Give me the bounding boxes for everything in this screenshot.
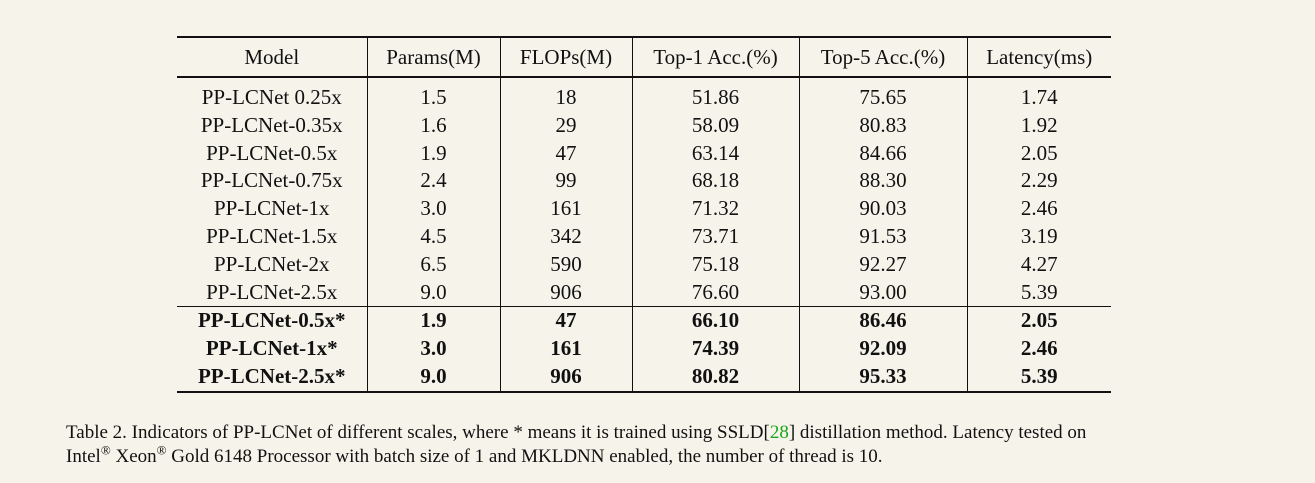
cell-flops: 29: [500, 111, 633, 140]
cell-latency: 5.39: [1020, 363, 1058, 388]
results-table-container: Model Params(M) FLOPs(M) Top-1 Acc.(%) T…: [177, 36, 1111, 393]
cell-model: PP-LCNet-2.5x*: [177, 362, 368, 392]
header-model: Model: [177, 37, 368, 77]
registered-mark: ®: [156, 442, 167, 458]
cell-top5: 75.65: [799, 77, 968, 112]
cell-flops: 906: [500, 278, 633, 307]
table-row: PP-LCNet-0.5x* 1.9 47 66.10 86.46 2.05: [177, 306, 1111, 336]
cell-top1: 74.39: [632, 335, 800, 363]
cell-flops: 47: [500, 139, 633, 168]
cell-params: 1.9: [367, 139, 501, 168]
table-body-ssld: PP-LCNet-0.5x* 1.9 47 66.10 86.46 2.05 PP-LCNe…: [177, 306, 1111, 392]
cell-top1: 73.71: [632, 222, 800, 251]
cell-flops: 18: [500, 77, 633, 112]
cell-latency: 2.05: [1020, 140, 1058, 165]
table-row: PP-LCNet-1x 3.0 161 71.32 90.03 2.46: [177, 195, 1111, 223]
cell-flops: 99: [500, 167, 633, 196]
cell-params: 9.0: [367, 362, 501, 392]
cell-latency: 2.46: [1020, 196, 1058, 221]
cell-latency: 5.39: [1020, 279, 1058, 304]
cell-top1: 68.18: [632, 167, 800, 196]
caption-text-5: Gold 6148 Processor with batch size of 1…: [166, 446, 883, 467]
cell-top1: 75.18: [632, 250, 800, 279]
cell-top5: 84.66: [799, 139, 968, 168]
cell-top1: 58.09: [632, 111, 800, 140]
table-body: PP-LCNet 0.25x 1.5 18 51.86 75.65 1.74 PP-LCNe…: [177, 77, 1111, 307]
cell-model: PP-LCNet-0.75x: [177, 167, 368, 196]
cell-top5: 91.53: [799, 222, 968, 251]
results-table: Model Params(M) FLOPs(M) Top-1 Acc.(%) T…: [177, 36, 1111, 393]
table-row: PP-LCNet-0.35x 1.6 29 58.09 80.83 1.92: [177, 111, 1111, 140]
cell-latency: 3.19: [1020, 223, 1058, 248]
cell-params: 1.9: [367, 306, 501, 336]
cell-params: 1.5: [367, 77, 501, 112]
cell-top5: 80.83: [799, 111, 968, 140]
cell-latency: 2.46: [1020, 336, 1058, 361]
caption-text-4: Xeon: [110, 446, 157, 467]
cell-model: PP-LCNet 0.25x: [177, 77, 368, 112]
table-row: PP-LCNet-0.5x 1.9 47 63.14 84.66 2.05: [177, 139, 1111, 168]
cell-model: PP-LCNet-1x: [177, 195, 368, 223]
cell-latency: 2.05: [1020, 308, 1058, 333]
cell-model: PP-LCNet-2.5x: [177, 278, 368, 307]
table-row: PP-LCNet-1.5x 4.5 342 73.71 91.53 3.19: [177, 222, 1111, 251]
cell-model: PP-LCNet-0.5x*: [177, 306, 368, 336]
header-top5: Top-5 Acc.(%): [799, 37, 968, 77]
header-latency: Latency(ms): [986, 44, 1093, 69]
cell-model: PP-LCNet-2x: [177, 250, 368, 279]
cell-top5: 95.33: [799, 362, 968, 392]
cell-top5: 92.09: [799, 335, 968, 363]
cell-top5: 92.27: [799, 250, 968, 279]
cell-flops: 161: [500, 195, 633, 223]
cell-params: 4.5: [367, 222, 501, 251]
cell-params: 1.6: [367, 111, 501, 140]
cell-top5: 86.46: [799, 306, 968, 336]
table-row: PP-LCNet-2.5x 9.0 906 76.60 93.00 5.39: [177, 278, 1111, 307]
cell-top5: 90.03: [799, 195, 968, 223]
table-row: PP-LCNet-0.75x 2.4 99 68.18 88.30 2.29: [177, 167, 1111, 196]
caption-text-2: ] distillation method. Latency tested on: [788, 422, 1087, 443]
cell-top5: 88.30: [799, 167, 968, 196]
cell-model: PP-LCNet-1x*: [177, 335, 368, 363]
cell-params: 6.5: [367, 250, 501, 279]
citation-link[interactable]: 28: [769, 422, 789, 443]
cell-flops: 47: [500, 306, 633, 336]
cell-top1: 66.10: [632, 306, 800, 336]
cell-params: 3.0: [367, 335, 501, 363]
cell-flops: 161: [500, 335, 633, 363]
table-row: PP-LCNet 0.25x 1.5 18 51.86 75.65 1.74: [177, 77, 1111, 112]
cell-params: 9.0: [367, 278, 501, 307]
cell-top1: 80.82: [632, 362, 800, 392]
cell-top5: 93.00: [799, 278, 968, 307]
cell-top1: 63.14: [632, 139, 800, 168]
cell-top1: 51.86: [632, 77, 800, 112]
cell-params: 2.4: [367, 167, 501, 196]
cell-latency: 4.27: [1020, 251, 1058, 276]
header-top1: Top-1 Acc.(%): [632, 37, 800, 77]
table-caption: Table 2. Indicators of PP-LCNet of diffe…: [66, 421, 1266, 469]
cell-flops: 590: [500, 250, 633, 279]
cell-latency: 2.29: [1020, 168, 1058, 193]
cell-top1: 76.60: [632, 278, 800, 307]
table-row: PP-LCNet-2.5x* 9.0 906 80.82 95.33 5.39: [177, 362, 1111, 392]
cell-latency: 1.74: [1020, 85, 1058, 109]
cell-params: 3.0: [367, 195, 501, 223]
header-row: Model Params(M) FLOPs(M) Top-1 Acc.(%) T…: [177, 37, 1111, 77]
table-header: Model Params(M) FLOPs(M) Top-1 Acc.(%) T…: [177, 37, 1111, 77]
cell-latency: 1.92: [1020, 112, 1058, 137]
cell-flops: 342: [500, 222, 633, 251]
table-row: PP-LCNet-1x* 3.0 161 74.39 92.09 2.46: [177, 335, 1111, 363]
cell-top1: 71.32: [632, 195, 800, 223]
registered-mark: ®: [100, 442, 111, 458]
cell-model: PP-LCNet-1.5x: [177, 222, 368, 251]
caption-text-1: Table 2. Indicators of PP-LCNet of diffe…: [66, 422, 770, 443]
cell-model: PP-LCNet-0.35x: [177, 111, 368, 140]
header-flops: FLOPs(M): [500, 37, 633, 77]
table-row: PP-LCNet-2x 6.5 590 75.18 92.27 4.27: [177, 250, 1111, 279]
caption-text-3: Intel: [66, 446, 101, 467]
cell-flops: 906: [500, 362, 633, 392]
cell-model: PP-LCNet-0.5x: [177, 139, 368, 168]
header-params: Params(M): [367, 37, 501, 77]
